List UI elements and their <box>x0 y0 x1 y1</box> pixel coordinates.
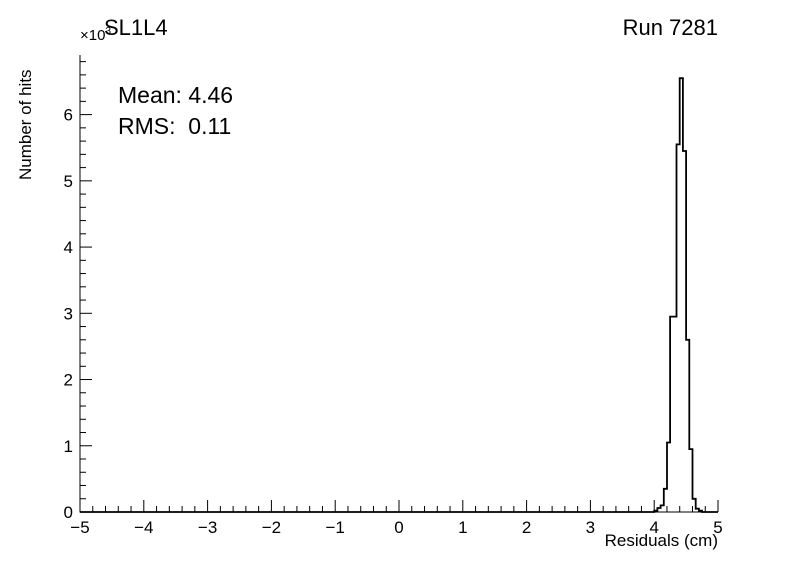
svg-text:4: 4 <box>64 238 73 257</box>
svg-text:1: 1 <box>64 437 73 456</box>
svg-text:5: 5 <box>64 172 73 191</box>
svg-text:4: 4 <box>649 518 658 537</box>
hist-title: SL1L4 <box>104 15 168 40</box>
svg-text:0: 0 <box>64 503 73 522</box>
stats-rms: RMS: 0.11 <box>118 113 232 139</box>
svg-text:6: 6 <box>64 106 73 125</box>
run-label: Run 7281 <box>622 15 718 40</box>
svg-text:−1: −1 <box>326 518 345 537</box>
svg-text:3: 3 <box>64 304 73 323</box>
y-axis-multiplier-exp: 3 <box>105 26 112 37</box>
svg-text:−3: −3 <box>198 518 217 537</box>
stats-mean: Mean: 4.46 <box>118 82 234 108</box>
histogram-line <box>80 77 718 513</box>
x-axis-ticks: −5 −4 −3 −2 −1 0 1 2 3 4 5 <box>70 500 723 537</box>
y-axis-ticks: 0 1 2 3 4 5 6 <box>64 61 92 522</box>
y-axis-multiplier: ×103 <box>80 26 111 44</box>
svg-text:2: 2 <box>64 371 73 390</box>
svg-text:3: 3 <box>586 518 595 537</box>
svg-text:1: 1 <box>458 518 467 537</box>
svg-text:2: 2 <box>522 518 531 537</box>
x-axis-label: Residuals (cm) <box>604 531 718 550</box>
y-axis-label: Number of hits <box>16 69 35 180</box>
svg-text:0: 0 <box>394 518 403 537</box>
svg-text:−5: −5 <box>70 518 89 537</box>
svg-text:−2: −2 <box>262 518 281 537</box>
y-axis-multiplier-base: ×10 <box>80 27 106 44</box>
svg-text:−4: −4 <box>134 518 153 537</box>
svg-text:5: 5 <box>713 518 722 537</box>
stats-box: Mean: 4.46 RMS: 0.11 <box>118 80 233 142</box>
